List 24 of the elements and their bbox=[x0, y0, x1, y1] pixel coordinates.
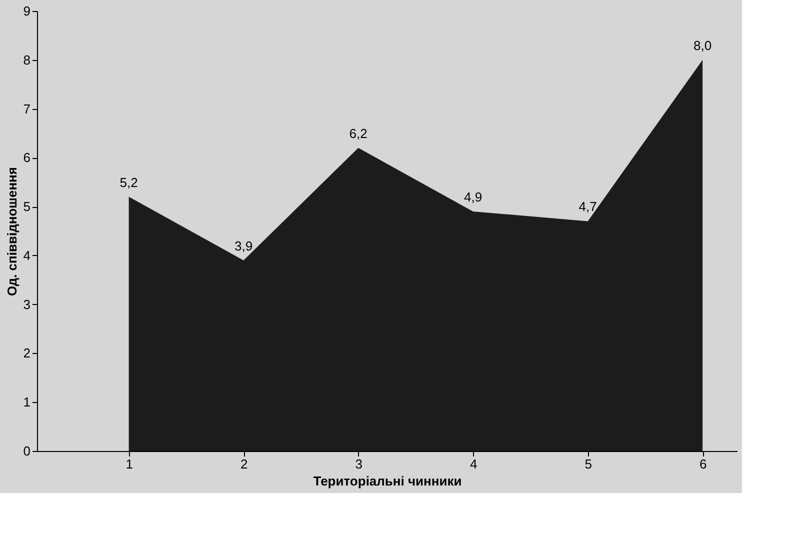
x-tick-label: 3 bbox=[355, 456, 362, 472]
y-tick-label: 6 bbox=[23, 150, 30, 166]
y-tick-label: 2 bbox=[23, 346, 30, 361]
x-tick-label: 4 bbox=[470, 456, 478, 472]
y-axis-title: Од. співвідношення bbox=[4, 167, 20, 296]
x-axis-title: Територіальні чинники bbox=[313, 474, 462, 488]
data-label: 6,2 bbox=[349, 126, 368, 141]
x-tick-label: 6 bbox=[699, 456, 707, 472]
y-tick-label: 9 bbox=[23, 4, 30, 18]
y-tick-label: 5 bbox=[23, 199, 30, 214]
y-tick-label: 4 bbox=[23, 248, 30, 263]
x-tick-label: 5 bbox=[584, 456, 592, 472]
data-label: 8,0 bbox=[694, 38, 712, 53]
y-tick-label: 8 bbox=[23, 52, 30, 68]
y-tick-label: 0 bbox=[23, 444, 30, 458]
data-label: 4,7 bbox=[578, 199, 597, 214]
data-label: 3,9 bbox=[234, 238, 253, 254]
data-label: 4,9 bbox=[464, 189, 482, 204]
y-tick-label: 7 bbox=[23, 101, 30, 116]
x-tick-label: 1 bbox=[126, 456, 133, 472]
y-tick-label: 3 bbox=[23, 296, 30, 312]
x-tick-label: 2 bbox=[240, 456, 248, 472]
data-label: 5,2 bbox=[120, 174, 138, 190]
y-tick-label: 1 bbox=[23, 394, 30, 410]
